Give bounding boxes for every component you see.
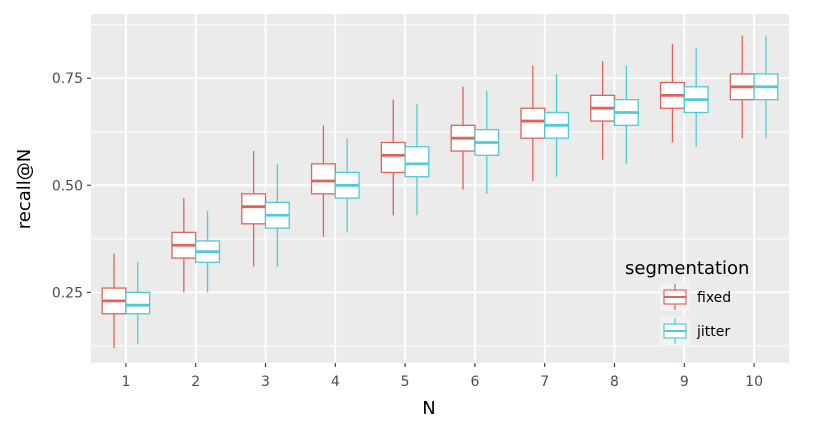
box-jitter-1 bbox=[125, 262, 151, 344]
x-tick-label: 5 bbox=[401, 374, 410, 390]
legend-item-fixed: fixed bbox=[660, 283, 731, 311]
legend: segmentation fixed jitter bbox=[625, 258, 749, 345]
legend-label: fixed bbox=[697, 290, 731, 306]
y-axis-title: recall@N bbox=[14, 149, 35, 229]
legend-items: fixed jitter bbox=[660, 283, 731, 345]
box-iqr bbox=[404, 146, 430, 178]
y-axis-ticks: 0.25 0.50 0.75 bbox=[52, 71, 91, 301]
x-tick-label: 9 bbox=[680, 374, 689, 390]
box-iqr bbox=[380, 141, 406, 174]
box-iqr bbox=[520, 107, 546, 139]
x-axis-title: N bbox=[422, 398, 435, 419]
x-axis-ticks: 1 2 3 4 5 6 7 8 9 10 bbox=[121, 363, 763, 390]
box-jitter-9 bbox=[683, 48, 709, 147]
box-jitter-8 bbox=[613, 65, 639, 164]
box-iqr bbox=[125, 291, 151, 315]
box-iqr bbox=[310, 163, 336, 195]
box-fixed-5 bbox=[380, 99, 406, 216]
x-tick-label: 10 bbox=[745, 374, 763, 390]
x-tick-label: 1 bbox=[121, 374, 130, 390]
box-jitter-5 bbox=[404, 103, 430, 216]
box-jitter-6 bbox=[474, 91, 500, 194]
y-tick-label: 0.50 bbox=[52, 178, 83, 194]
box-jitter-7 bbox=[544, 73, 570, 177]
legend-item-jitter: jitter bbox=[660, 317, 730, 345]
y-tick-label: 0.25 bbox=[52, 285, 83, 301]
box-series bbox=[101, 35, 779, 349]
box-jitter-4 bbox=[334, 138, 360, 233]
box-iqr bbox=[241, 193, 267, 225]
x-tick-label: 8 bbox=[610, 374, 619, 390]
y-tick-label: 0.75 bbox=[52, 71, 83, 87]
legend-label: jitter bbox=[696, 324, 730, 340]
box-jitter-10 bbox=[753, 35, 779, 139]
x-tick-label: 3 bbox=[261, 374, 270, 390]
box-jitter-2 bbox=[195, 210, 221, 293]
x-tick-label: 4 bbox=[331, 374, 340, 390]
box-jitter-3 bbox=[264, 163, 290, 267]
x-tick-label: 6 bbox=[470, 374, 479, 390]
box-fixed-3 bbox=[241, 151, 267, 267]
legend-title: segmentation bbox=[625, 258, 749, 279]
x-tick-label: 7 bbox=[540, 374, 549, 390]
x-tick-label: 2 bbox=[191, 374, 200, 390]
